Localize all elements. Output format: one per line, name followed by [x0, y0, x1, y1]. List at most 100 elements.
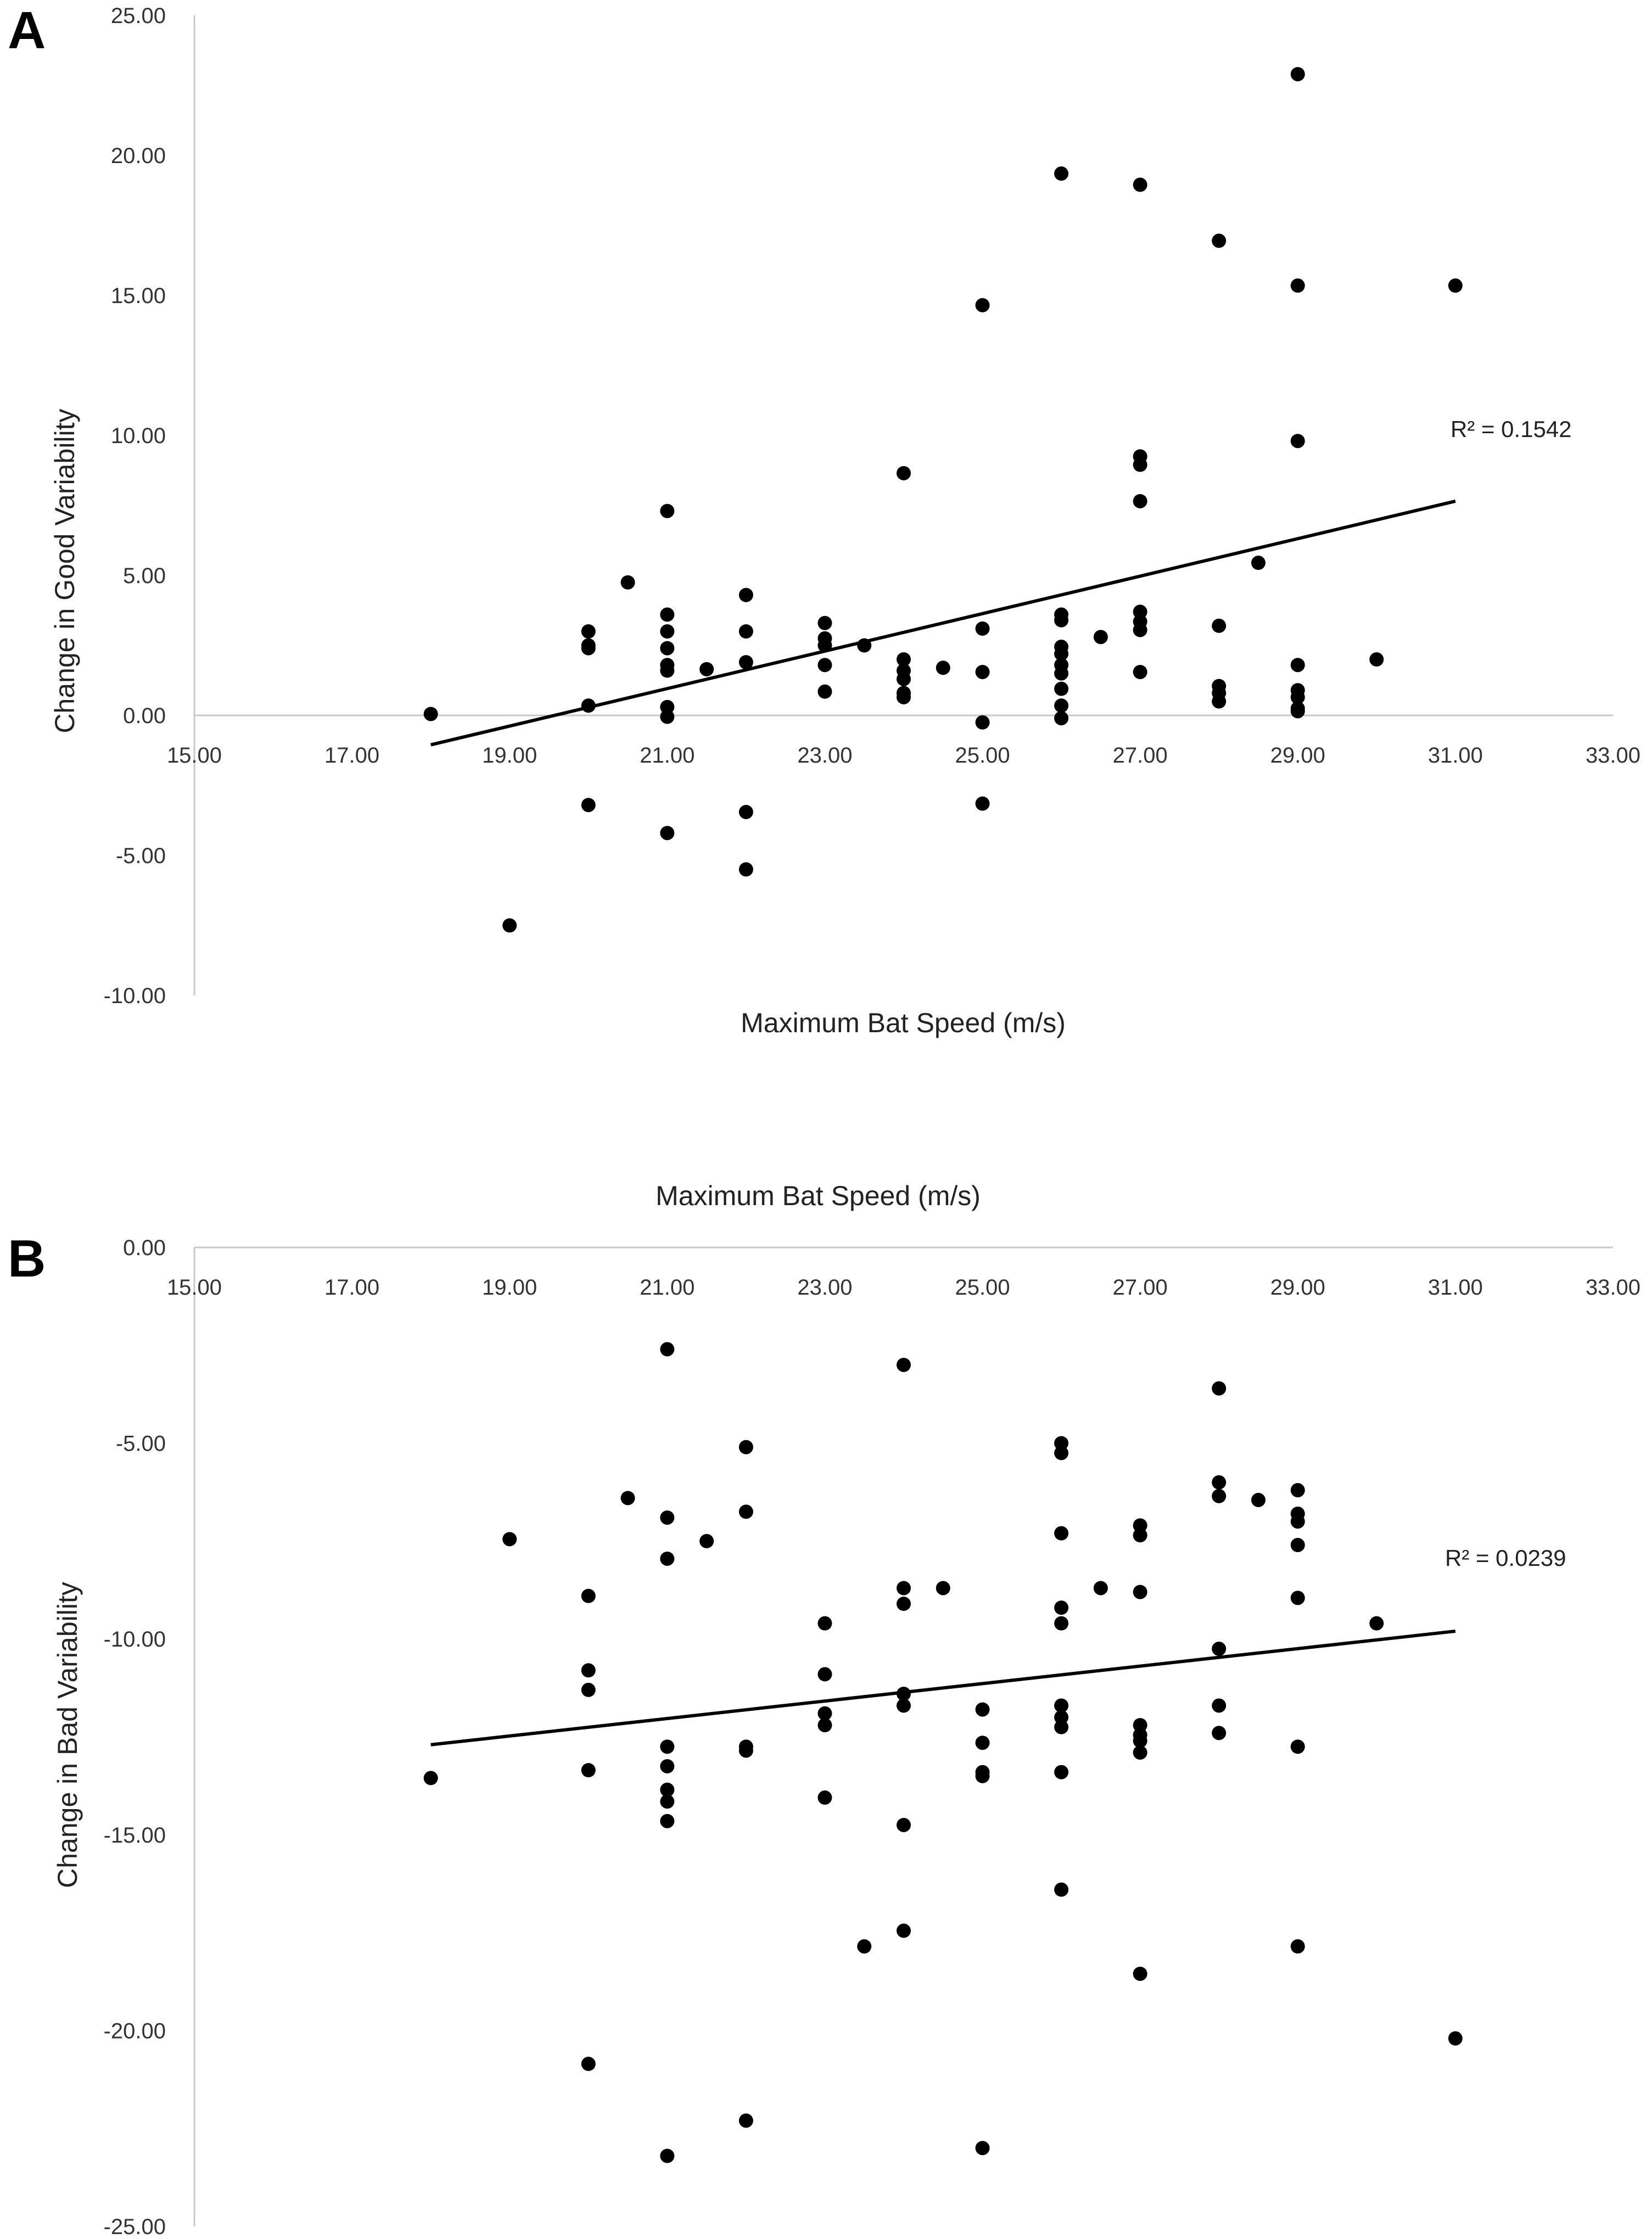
panel-a-data-point — [660, 663, 675, 678]
panel-b-data-point — [660, 1813, 675, 1828]
panel-a-data-point — [1290, 704, 1305, 719]
panel-a-data-point — [975, 715, 990, 730]
panel-a-data-point — [660, 641, 675, 656]
panel-b-x-tick-labels: 15.00 17.00 19.00 21.00 23.00 25.00 27.00 29.00… — [167, 1275, 1640, 1300]
panel-b-data-point — [423, 1771, 438, 1785]
panel-b-data-point — [1212, 1726, 1227, 1740]
panel-a-trendline — [430, 499, 1456, 747]
panel-b-x-tick-label: 19.00 — [482, 1275, 537, 1300]
panel-a-data-point — [1251, 556, 1265, 570]
panel-b-x-axis-title: Maximum Bat Speed (m/s) — [656, 1180, 981, 1211]
panel-a-data-point — [1448, 278, 1463, 293]
panel-a-x-tick-label: 27.00 — [1113, 743, 1168, 768]
panel-b-data-point — [699, 1533, 714, 1548]
panel-a-data-point — [1212, 618, 1227, 633]
panel-a-data-point — [1054, 711, 1069, 726]
panel-a-y-tick-label: 5.00 — [123, 564, 166, 588]
panel-a-data-point — [660, 699, 675, 714]
panel-b-data-point — [1054, 1882, 1069, 1897]
panel-a-y-tick-label: 20.00 — [111, 144, 166, 168]
panel-a-data-point — [1133, 457, 1147, 472]
panel-a-x-tick-label: 19.00 — [482, 743, 537, 768]
panel-b-data-point — [502, 1532, 517, 1547]
panel-b-data-point — [857, 1939, 872, 1954]
panel-a-x-tick-label: 23.00 — [797, 743, 852, 768]
panel-b-y-tick-label: -15.00 — [104, 1823, 166, 1848]
panel-a-x-axis-title: Maximum Bat Speed (m/s) — [741, 1007, 1066, 1038]
panel-a-data-point — [1290, 278, 1305, 293]
panel-a-data-point — [1054, 646, 1069, 661]
panel-b-trendline — [430, 1629, 1456, 1747]
panel-b-data-point — [1133, 1585, 1147, 1599]
panel-a-x-tick-label: 29.00 — [1270, 743, 1325, 768]
panel-b-data-point — [975, 1702, 990, 1717]
panel-b-data-point — [1212, 1475, 1227, 1490]
panel-b-y-axis-title: Change in Bad Variability — [52, 1582, 83, 1888]
panel-a-data-point — [1054, 681, 1069, 696]
panel-b-chart: B 15.00 17.00 19.00 21.00 23.00 25.00 27.00 29.… — [8, 1180, 1640, 2239]
panel-a-data-point — [1054, 698, 1069, 713]
panel-b-data-point — [1251, 1493, 1265, 1508]
panel-b-x-tick-label: 25.00 — [955, 1275, 1010, 1300]
panel-b-data-point — [1093, 1581, 1108, 1596]
panel-a-x-tick-label: 31.00 — [1428, 743, 1483, 768]
panel-b-points — [423, 1342, 1463, 2163]
panel-b-data-point — [897, 1923, 911, 1938]
panel-b-data-point — [1133, 1518, 1147, 1533]
panel-b-data-point — [581, 1588, 596, 1603]
panel-a-x-tick-label: 17.00 — [324, 743, 379, 768]
panel-b-y-tick-labels: 0.00 -5.00 -10.00 -15.00 -20.00 -25.00 — [104, 1236, 166, 2239]
panel-b-x-tick-label: 15.00 — [167, 1275, 222, 1300]
panel-a-data-point — [660, 826, 675, 841]
panel-a-data-point — [1290, 67, 1305, 82]
panel-b-data-point — [1290, 1538, 1305, 1553]
panel-a-points — [423, 67, 1463, 933]
panel-a-y-tick-label: 15.00 — [111, 284, 166, 308]
panel-b-data-point — [660, 1510, 675, 1525]
panel-a-y-tick-label: 10.00 — [111, 424, 166, 448]
panel-b-y-tick-label: 0.00 — [123, 1236, 166, 1260]
panel-a-data-point — [1054, 613, 1069, 628]
panel-a-data-point — [660, 607, 675, 622]
panel-a-data-point — [660, 709, 675, 724]
panel-b-data-point — [817, 1667, 832, 1682]
panel-a-data-point — [1290, 658, 1305, 673]
panel-b-data-point — [1212, 1642, 1227, 1656]
panel-b-data-point — [817, 1790, 832, 1805]
panel-a-data-point — [975, 298, 990, 312]
panel-b-data-point — [1054, 1526, 1069, 1541]
panel-b-data-point — [660, 1342, 675, 1357]
panel-a-y-tick-labels: 25.00 20.00 15.00 10.00 5.00 0.00 -5.00 -10.00 — [104, 4, 166, 1008]
panel-a-data-point — [975, 664, 990, 679]
panel-a-data-point — [738, 624, 753, 639]
panel-b-data-point — [738, 1504, 753, 1519]
panel-b-data-point — [1054, 1600, 1069, 1615]
panel-a-data-point — [699, 662, 714, 676]
panel-a-y-axis-title: Change in Good Variability — [49, 408, 80, 733]
panel-b-data-point — [1133, 1745, 1147, 1760]
panel-b-data-point — [660, 1794, 675, 1809]
panel-b-x-tick-label: 33.00 — [1586, 1275, 1640, 1300]
panel-b-data-point — [581, 2057, 596, 2072]
panel-b-data-point — [660, 1551, 675, 1566]
panel-b-x-tick-label: 21.00 — [640, 1275, 695, 1300]
panel-a-data-point — [620, 575, 635, 590]
panel-a-x-tick-label: 33.00 — [1586, 743, 1640, 768]
panel-a-data-point — [1133, 604, 1147, 619]
panel-b-data-point — [1290, 1483, 1305, 1498]
panel-a-data-point — [1212, 694, 1227, 709]
panel-a-data-point — [1054, 666, 1069, 681]
panel-a-data-point — [1133, 177, 1147, 192]
panel-b-data-point — [1290, 1591, 1305, 1605]
panel-b-data-point — [738, 1440, 753, 1454]
panel-a-data-point — [817, 615, 832, 630]
panel-a-data-point — [897, 690, 911, 704]
panel-b-data-point — [1133, 1718, 1147, 1733]
panel-a-data-point — [502, 918, 517, 933]
panel-a-letter: A — [8, 1, 46, 60]
panel-a-data-point — [1133, 623, 1147, 637]
panel-b-data-point — [897, 1817, 911, 1832]
panel-a-data-point — [738, 804, 753, 819]
panel-b-data-point — [897, 1698, 911, 1713]
